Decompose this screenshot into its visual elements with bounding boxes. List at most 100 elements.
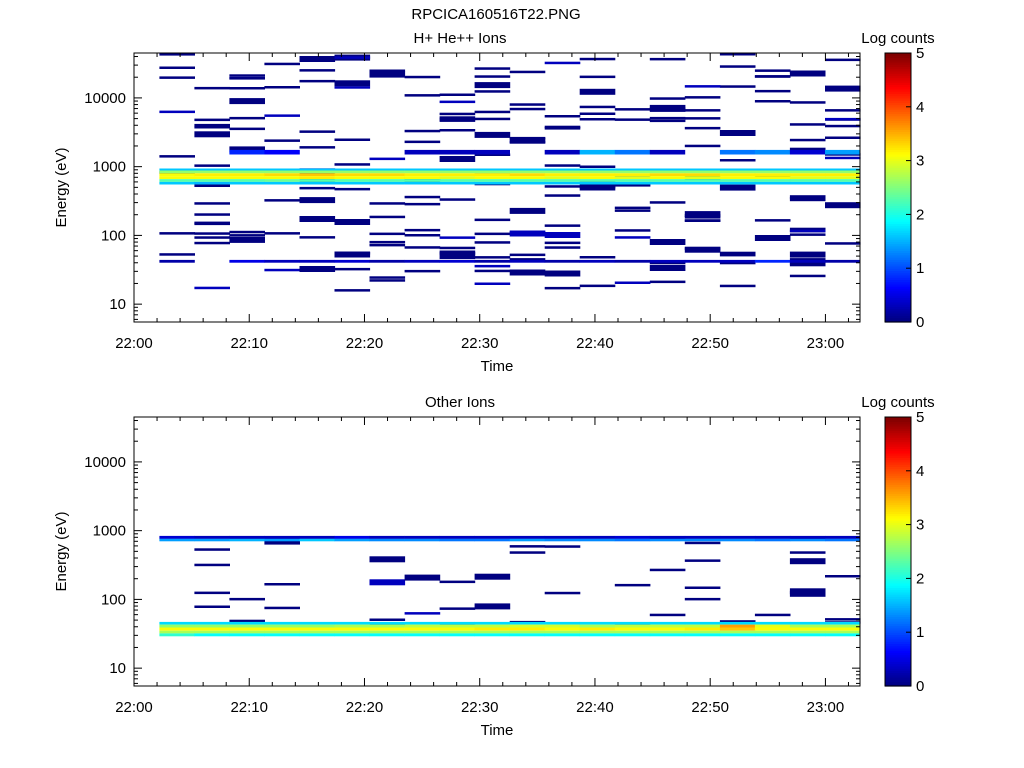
sparse-count-cell — [474, 241, 511, 244]
sparse-count-cell — [439, 236, 476, 239]
heatmap-cell — [649, 627, 686, 631]
sparse-count-cell — [719, 620, 756, 623]
heatmap-cell — [439, 621, 475, 625]
heatmap-cell — [159, 538, 195, 542]
x-tick-label: 22:10 — [230, 335, 268, 352]
heatmap-cell — [614, 179, 651, 182]
colorbar-segment — [885, 288, 911, 292]
colorbar-segment — [885, 470, 911, 474]
colorbar-segment — [885, 681, 911, 685]
x-axis: 22:00 22:10 22:20 22:30 22:40 22:50 23:00 Time — [115, 53, 849, 375]
colorbar-segment — [885, 549, 911, 553]
heatmap-cell — [194, 621, 230, 625]
colorbar-segment — [885, 187, 911, 191]
sparse-count-cell — [579, 165, 616, 168]
sparse-count-cell — [754, 75, 791, 78]
colorbar-segment — [885, 477, 911, 481]
heatmap-cell — [299, 627, 335, 631]
sparse-count-cell — [719, 159, 756, 162]
colorbar-segment — [885, 106, 911, 110]
heatmap-cell — [825, 179, 861, 182]
x-tick-label: 22:50 — [691, 699, 729, 716]
colorbar-segment — [885, 484, 911, 488]
colorbar-segment — [885, 466, 911, 470]
sparse-count-cell — [825, 124, 861, 128]
sparse-count-cell — [474, 75, 511, 78]
figure-title: RPCICA160516T22.PNG — [411, 6, 580, 23]
heatmap-cell — [159, 176, 195, 180]
y-tick-label: 10 — [109, 660, 126, 677]
colorbar-segment — [885, 419, 911, 423]
sparse-count-cell — [369, 69, 406, 72]
heatmap-cell — [439, 179, 475, 182]
colorbar-segment — [885, 133, 911, 137]
heatmap-cell — [684, 259, 721, 263]
colorbar-segment — [885, 176, 911, 180]
heatmap-cell — [439, 168, 475, 171]
colorbar-segment — [885, 632, 911, 636]
sparse-count-cell — [614, 236, 651, 239]
colorbar-segment — [885, 212, 911, 215]
heatmap-cell — [404, 173, 440, 176]
sparse-count-cell — [334, 163, 371, 166]
colorbar-segment — [885, 437, 911, 441]
sparse-count-cell — [194, 236, 230, 239]
colorbar-segment — [885, 156, 911, 159]
heatmap-cell — [544, 630, 581, 634]
colorbar-segment — [885, 603, 911, 606]
colorbar-segment — [885, 423, 911, 427]
sparse-count-cell — [229, 146, 265, 153]
heatmap-cell — [439, 630, 475, 634]
colorbar-segment — [885, 216, 911, 220]
heatmap-cell — [754, 179, 791, 182]
heatmap-cell — [194, 624, 230, 628]
heatmap-cell — [649, 173, 686, 176]
heatmap-cell — [649, 621, 686, 625]
heatmap-cell — [229, 627, 265, 631]
heatmap-cell — [719, 627, 756, 631]
sparse-count-cell — [649, 265, 686, 271]
colorbar-segment — [885, 515, 911, 519]
heatmap-cell — [579, 176, 616, 180]
colorbar-segment — [885, 441, 911, 445]
heatmap-cell — [474, 624, 510, 628]
sparse-count-cell — [789, 196, 826, 200]
heatmap-cell — [649, 259, 686, 263]
sparse-count-cell — [754, 219, 791, 222]
sparse-count-cell — [719, 184, 756, 191]
colorbar-segment — [885, 256, 911, 260]
heatmap-cell — [789, 176, 826, 180]
heatmap-cell — [334, 176, 370, 180]
colorbar-segment — [885, 596, 911, 600]
colorbar-segment — [885, 679, 911, 683]
heatmap-cell — [719, 633, 756, 637]
heatmap-cell — [229, 538, 265, 542]
sparse-count-cell — [334, 219, 371, 225]
sparse-count-cell — [194, 118, 230, 122]
sparse-count-cell — [229, 127, 265, 131]
heatmap-cell — [264, 176, 300, 180]
heatmap-cell — [614, 538, 651, 542]
colorbar-tick-label: 1 — [916, 260, 924, 277]
heatmap-cell — [334, 168, 370, 171]
colorbar-segment — [885, 86, 911, 90]
panel-title: H+ He++ Ions — [414, 30, 507, 47]
heatmap-cell — [334, 179, 370, 182]
heatmap-cell — [509, 538, 546, 542]
colorbar-segment — [885, 55, 911, 59]
sparse-count-cell — [334, 138, 371, 141]
heatmap-cell — [789, 535, 826, 539]
colorbar-segment — [885, 508, 911, 512]
colorbar-segment — [885, 162, 911, 166]
sparse-count-cell — [194, 591, 230, 595]
colorbar-segment — [885, 452, 911, 456]
sparse-count-cell — [474, 90, 511, 93]
colorbar-segment — [885, 218, 911, 222]
colorbar-segment — [885, 654, 911, 658]
heatmap-cell — [789, 538, 826, 542]
sparse-count-cell — [369, 279, 406, 282]
colorbar-segment — [885, 194, 911, 198]
heatmap-cell — [825, 149, 861, 155]
sparse-count-cell — [194, 286, 230, 290]
sparse-count-cell — [264, 86, 300, 89]
